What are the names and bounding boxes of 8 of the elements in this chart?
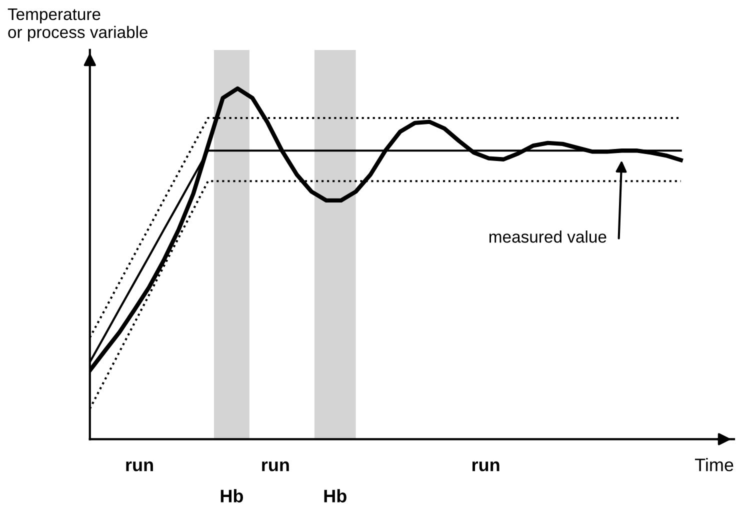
- x-axis-title: Time: [694, 458, 734, 472]
- annotation: measured value: [489, 230, 606, 243]
- text: Hb: [324, 489, 346, 502]
- y-axis-title: Temperature or process variable: [8, 8, 148, 42]
- text: Hb: [220, 489, 244, 502]
- text: run: [262, 461, 289, 472]
- text: run: [472, 461, 500, 472]
- text: run: [126, 461, 153, 472]
